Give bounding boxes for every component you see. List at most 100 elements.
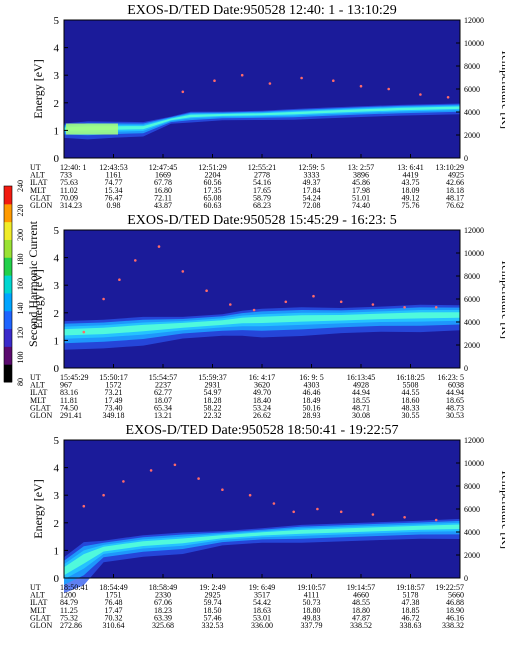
row-label: MLT: [30, 606, 46, 615]
table-cell: 1669: [155, 171, 171, 180]
colorbar-swatch: [4, 310, 12, 330]
table-cell: 54.16: [253, 178, 271, 187]
temperature-point: [268, 82, 272, 85]
table-cell: 4660: [353, 591, 369, 600]
table-cell: 19:10:57: [297, 583, 325, 592]
table-cell: 75.32: [60, 613, 78, 622]
table-cell: 18.55: [352, 396, 370, 405]
table-cell: 18:54:49: [99, 583, 127, 592]
colorbar-swatch: [4, 221, 12, 240]
table-cell: 19: 6:49: [249, 583, 275, 592]
table-cell: 46.72: [402, 613, 420, 622]
temperature-point: [339, 300, 343, 304]
temperature-point: [181, 270, 185, 273]
table-cell: 16: 4:17: [249, 373, 275, 382]
table-cell: 5508: [403, 381, 419, 390]
ytick-label-left: 3: [54, 70, 60, 82]
temperature-point: [173, 463, 177, 467]
table-cell: 48.33: [402, 403, 420, 412]
table-cell: 44.94: [446, 388, 464, 397]
table-cell: 11.25: [60, 606, 78, 615]
table-cell: 15:54:57: [149, 373, 177, 382]
table-cell: 13:10:29: [436, 163, 464, 172]
ytick-label-right: 8000: [464, 62, 480, 71]
row-label: GLON: [30, 201, 52, 210]
table-cell: 30.55: [402, 411, 420, 420]
colorbar-label: Second Harmonic Current: [26, 220, 40, 347]
table-cell: 28.93: [303, 411, 321, 420]
table-cell: 49.70: [253, 388, 271, 397]
ytick-label-left: 1: [54, 125, 60, 137]
table-cell: 337.79: [301, 621, 323, 630]
table-cell: 2778: [254, 171, 270, 180]
temperature-point: [312, 294, 315, 298]
table-cell: 48.71: [352, 403, 370, 412]
ytick-label-right: 12000: [464, 226, 484, 235]
table-cell: 44.55: [402, 388, 420, 397]
table-cell: 17.47: [105, 606, 123, 615]
table-cell: 30.08: [352, 411, 370, 420]
table-cell: 65.34: [154, 403, 172, 412]
table-cell: 59.74: [204, 598, 222, 607]
table-cell: 1572: [106, 381, 122, 390]
temperature-point: [118, 278, 121, 282]
ylabel-left: Energy [eV]: [31, 479, 45, 538]
row-label: ILAT: [30, 388, 47, 397]
table-cell: 19:22:57: [436, 583, 464, 592]
temperature-point: [434, 518, 438, 522]
table-cell: 73.40: [105, 403, 123, 412]
table-cell: 2925: [205, 591, 221, 600]
ytick-label-left: 2: [54, 98, 60, 110]
row-label: MLT: [30, 186, 46, 195]
energy-band-layer: [64, 105, 460, 133]
table-cell: 733: [60, 171, 72, 180]
table-cell: 53.24: [253, 403, 271, 412]
table-cell: 310.64: [103, 621, 125, 630]
table-cell: 18.07: [154, 396, 172, 405]
table-cell: 57.46: [204, 613, 222, 622]
table-cell: 1751: [106, 591, 122, 600]
row-label: ALT: [30, 381, 45, 390]
row-label: GLAT: [30, 193, 51, 202]
table-cell: 5178: [403, 591, 419, 600]
temperature-point: [446, 96, 450, 99]
table-cell: 19:14:57: [347, 583, 375, 592]
table-cell: 4925: [448, 171, 464, 180]
table-cell: 72.08: [303, 201, 321, 210]
table-cell: 967: [60, 381, 72, 390]
ytick-label-left: 0: [54, 573, 60, 585]
row-label: ALT: [30, 591, 45, 600]
temperature-point: [272, 502, 276, 505]
ytick-label-right: 10000: [464, 39, 484, 48]
temperature-point: [205, 289, 208, 293]
ytick-label-right: 6000: [464, 295, 480, 304]
table-cell: 18.85: [402, 606, 420, 615]
temperature-point: [102, 297, 105, 301]
temperature-point: [82, 330, 86, 334]
row-label: GLAT: [30, 403, 51, 412]
ytick-label-right: 4000: [464, 318, 480, 327]
table-cell: 75.76: [402, 201, 420, 210]
temperature-point: [292, 510, 296, 514]
table-cell: 16:23: 5: [438, 373, 464, 382]
table-cell: 84.79: [60, 598, 78, 607]
table-cell: 18.28: [204, 396, 222, 405]
colorbar-tick-label: 160: [16, 278, 25, 290]
row-label: ALT: [30, 171, 45, 180]
table-cell: 63.39: [154, 613, 172, 622]
table-cell: 17.35: [204, 186, 222, 195]
temperature-point: [82, 504, 86, 508]
table-cell: 314.23: [60, 201, 82, 210]
table-cell: 349.18: [103, 411, 125, 420]
temperature-point: [122, 480, 125, 483]
row-label: GLAT: [30, 613, 51, 622]
table-cell: 74.77: [105, 178, 123, 187]
colorbar-swatch: [4, 292, 12, 312]
table-cell: 76.62: [446, 201, 464, 210]
table-cell: 46.16: [446, 613, 464, 622]
colorbar-swatch: [4, 346, 12, 365]
ytick-label-right: 12000: [464, 16, 484, 25]
ytick-label-right: 8000: [464, 272, 480, 281]
colorbar-tick-label: 240: [16, 180, 25, 192]
temperature-point: [403, 306, 406, 309]
